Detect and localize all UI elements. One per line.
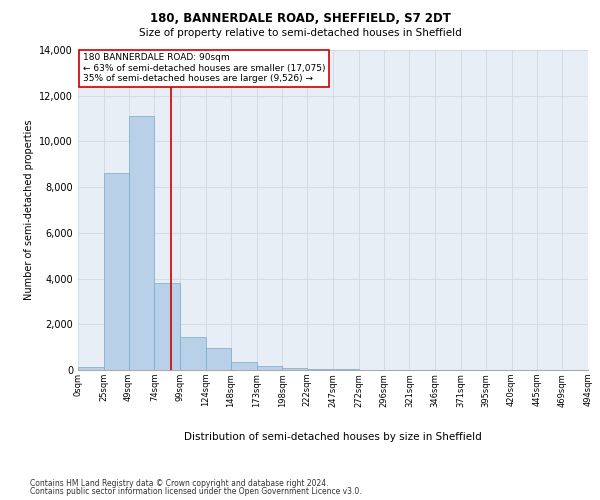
Text: Distribution of semi-detached houses by size in Sheffield: Distribution of semi-detached houses by … — [184, 432, 482, 442]
Text: 180, BANNERDALE ROAD, SHEFFIELD, S7 2DT: 180, BANNERDALE ROAD, SHEFFIELD, S7 2DT — [149, 12, 451, 26]
Bar — [180, 337, 206, 370]
Text: Contains public sector information licensed under the Open Government Licence v3: Contains public sector information licen… — [30, 487, 362, 496]
Bar — [154, 283, 180, 370]
Bar — [206, 348, 231, 370]
Bar — [231, 362, 257, 370]
Text: Contains HM Land Registry data © Crown copyright and database right 2024.: Contains HM Land Registry data © Crown c… — [30, 478, 329, 488]
Bar — [333, 369, 359, 370]
Bar — [257, 366, 283, 370]
Bar — [78, 367, 104, 370]
Y-axis label: Number of semi-detached properties: Number of semi-detached properties — [24, 120, 34, 300]
Text: Size of property relative to semi-detached houses in Sheffield: Size of property relative to semi-detach… — [139, 28, 461, 38]
Bar — [128, 116, 154, 370]
Bar — [104, 174, 128, 370]
Text: 180 BANNERDALE ROAD: 90sqm
← 63% of semi-detached houses are smaller (17,075)
35: 180 BANNERDALE ROAD: 90sqm ← 63% of semi… — [83, 53, 326, 83]
Bar — [307, 368, 333, 370]
Bar — [283, 368, 307, 370]
